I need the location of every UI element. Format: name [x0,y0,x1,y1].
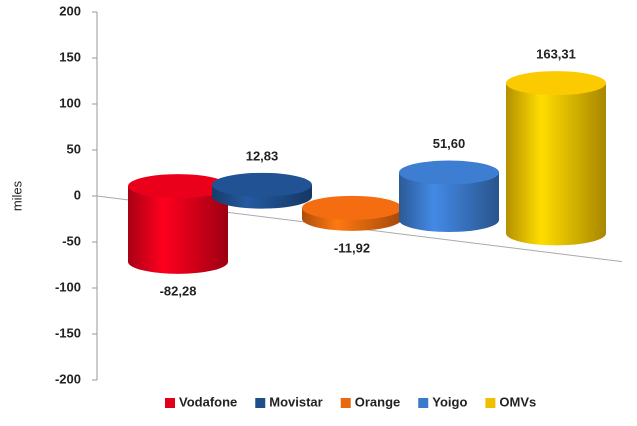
bar-top [212,172,312,197]
y-axis-label: miles [9,180,24,211]
bar-top [128,174,228,199]
y-tick-label: -50 [62,233,81,248]
y-tick-label: -150 [55,325,81,340]
bar [128,186,228,274]
value-label: 51,60 [433,136,466,151]
y-tick-label: 150 [59,49,81,64]
legend-label: Vodafone [179,394,237,409]
bar-top [302,195,402,220]
legend-swatch [418,398,429,408]
bar [399,172,499,232]
value-label: -82,28 [160,283,197,298]
legend-swatch [255,398,266,408]
legend-swatch [485,398,496,408]
bar [506,83,606,246]
value-label: -11,92 [334,240,370,255]
value-label: 163,31 [536,47,576,62]
y-tick-label: 50 [67,141,81,156]
y-tick-label: 100 [59,95,81,110]
legend-label: Movistar [269,394,322,409]
legend-swatch [165,398,175,408]
bar-top [506,71,606,96]
y-tick-label: 0 [74,187,81,202]
value-label: 12,83 [246,148,279,163]
legend-label: Orange [355,394,401,409]
y-tick-label: -100 [55,279,81,294]
legend-label: OMVs [499,394,536,409]
y-tick-label: 200 [59,3,81,18]
bar-top [399,160,499,185]
y-tick-label: -200 [55,371,81,386]
legend-label: Yoigo [432,394,467,409]
legend-swatch [340,398,351,408]
